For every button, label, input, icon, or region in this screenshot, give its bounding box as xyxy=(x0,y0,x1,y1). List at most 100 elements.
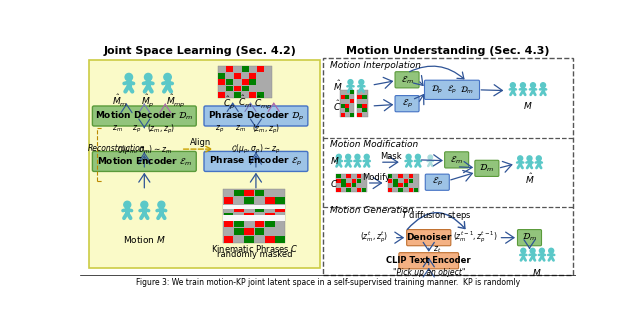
Text: $\mathcal{G}(\mu_p, \sigma_p){\sim}z_p$: $\mathcal{G}(\mu_p, \sigma_p){\sim}z_p$ xyxy=(231,143,281,156)
Bar xyxy=(398,174,403,178)
Circle shape xyxy=(364,154,369,159)
Bar xyxy=(234,92,241,98)
Text: $\mathcal{E}_p$: $\mathcal{E}_p$ xyxy=(402,98,412,110)
Text: Mask: Mask xyxy=(380,152,401,161)
Circle shape xyxy=(428,155,433,160)
Bar xyxy=(90,179,198,268)
Circle shape xyxy=(521,248,526,253)
Bar xyxy=(357,104,362,108)
FancyBboxPatch shape xyxy=(445,152,468,168)
Bar xyxy=(388,179,392,183)
Text: Align: Align xyxy=(189,138,211,148)
Bar xyxy=(257,92,264,98)
Text: $z_m$: $z_m$ xyxy=(235,124,246,134)
Bar xyxy=(388,174,392,178)
Bar xyxy=(250,79,256,85)
Bar xyxy=(265,236,275,243)
Bar xyxy=(244,197,254,204)
Bar xyxy=(255,228,264,235)
Circle shape xyxy=(158,201,165,208)
Bar xyxy=(409,188,413,192)
Bar xyxy=(224,220,234,227)
Text: Phrase Encoder $\mathcal{E}_p$: Phrase Encoder $\mathcal{E}_p$ xyxy=(209,155,303,168)
Circle shape xyxy=(125,73,132,81)
Text: $\mathcal{D}_m$: $\mathcal{D}_m$ xyxy=(522,232,537,243)
Bar xyxy=(90,60,320,268)
Bar xyxy=(234,189,244,197)
Bar xyxy=(357,112,362,117)
Text: Motion Interpolation: Motion Interpolation xyxy=(330,61,420,71)
Bar xyxy=(275,236,285,243)
Text: Denoiser: Denoiser xyxy=(406,233,451,242)
Text: $(z_m^{t-1}, z_p^{t-1})$: $(z_m^{t-1}, z_p^{t-1})$ xyxy=(453,230,497,245)
Bar xyxy=(255,189,264,197)
Bar xyxy=(265,220,275,227)
Text: $\mathcal{E}_m$: $\mathcal{E}_m$ xyxy=(450,154,463,166)
Text: $\mathcal{E}_m$: $\mathcal{E}_m$ xyxy=(401,74,413,85)
Circle shape xyxy=(527,156,532,161)
Circle shape xyxy=(520,83,525,88)
Bar xyxy=(341,179,346,183)
Bar xyxy=(241,79,248,85)
Text: $\mathcal{G}(\mu_m, \sigma_m){\sim}z_m$: $\mathcal{G}(\mu_m, \sigma_m){\sim}z_m$ xyxy=(116,143,172,156)
Bar xyxy=(351,183,356,187)
Text: $\hat{M}_m$: $\hat{M}_m$ xyxy=(113,93,128,109)
Circle shape xyxy=(337,154,341,159)
Circle shape xyxy=(359,80,364,84)
Text: Motion Understanding (Sec. 4.3): Motion Understanding (Sec. 4.3) xyxy=(346,46,550,56)
Bar xyxy=(336,188,340,192)
Text: Joint Space Learning (Sec. 4.2): Joint Space Learning (Sec. 4.2) xyxy=(104,46,296,56)
Text: Motion Generation: Motion Generation xyxy=(330,206,413,215)
Bar xyxy=(265,213,275,220)
Text: "Pick up an object": "Pick up an object" xyxy=(392,268,465,277)
Text: Reconstruction: Reconstruction xyxy=(88,144,145,153)
Bar xyxy=(224,197,234,204)
Bar xyxy=(265,197,275,204)
Bar xyxy=(241,86,248,91)
Bar xyxy=(350,99,354,103)
Bar xyxy=(234,220,244,227)
Text: $(z_m, z_p)$: $(z_m, z_p)$ xyxy=(252,123,280,136)
Bar xyxy=(409,179,413,183)
Circle shape xyxy=(164,73,172,81)
Bar xyxy=(224,213,234,220)
Text: Phrase Decoder $\mathcal{D}_p$: Phrase Decoder $\mathcal{D}_p$ xyxy=(208,110,304,123)
Bar xyxy=(357,188,361,192)
Bar xyxy=(398,188,403,192)
Text: $\mathcal{D}_m$: $\mathcal{D}_m$ xyxy=(479,162,495,174)
Bar xyxy=(388,188,392,192)
Bar xyxy=(356,90,367,117)
Bar xyxy=(393,183,397,187)
Bar xyxy=(234,73,241,79)
Circle shape xyxy=(540,248,545,253)
Circle shape xyxy=(124,201,131,208)
Bar xyxy=(223,215,285,222)
FancyBboxPatch shape xyxy=(406,229,451,246)
Circle shape xyxy=(510,83,515,88)
Text: $\hat{C}$: $\hat{C}$ xyxy=(333,99,342,113)
FancyBboxPatch shape xyxy=(204,106,308,126)
Circle shape xyxy=(548,248,554,253)
Bar xyxy=(340,95,345,98)
Text: $M$: $M$ xyxy=(532,267,542,278)
Text: $\hat{M}$: $\hat{M}$ xyxy=(333,78,343,93)
Text: $\mathcal{D}_m$: $\mathcal{D}_m$ xyxy=(460,84,474,96)
Text: Modify: Modify xyxy=(362,173,390,182)
Bar xyxy=(362,108,367,112)
Text: $T$ diffusion steps: $T$ diffusion steps xyxy=(401,209,472,222)
Bar xyxy=(357,179,361,183)
Circle shape xyxy=(415,154,420,159)
FancyBboxPatch shape xyxy=(518,229,541,246)
Circle shape xyxy=(346,154,351,159)
Circle shape xyxy=(518,156,523,161)
Text: Motion Modification: Motion Modification xyxy=(330,140,418,149)
Text: $\mathcal{E}_p$: $\mathcal{E}_p$ xyxy=(432,176,443,188)
Bar xyxy=(346,95,349,98)
Bar xyxy=(388,174,419,192)
Bar xyxy=(234,86,241,91)
Circle shape xyxy=(348,80,353,84)
Bar xyxy=(275,205,285,212)
FancyBboxPatch shape xyxy=(475,160,499,176)
Circle shape xyxy=(355,154,360,159)
Text: $\hat{M}$: $\hat{M}$ xyxy=(525,172,534,187)
